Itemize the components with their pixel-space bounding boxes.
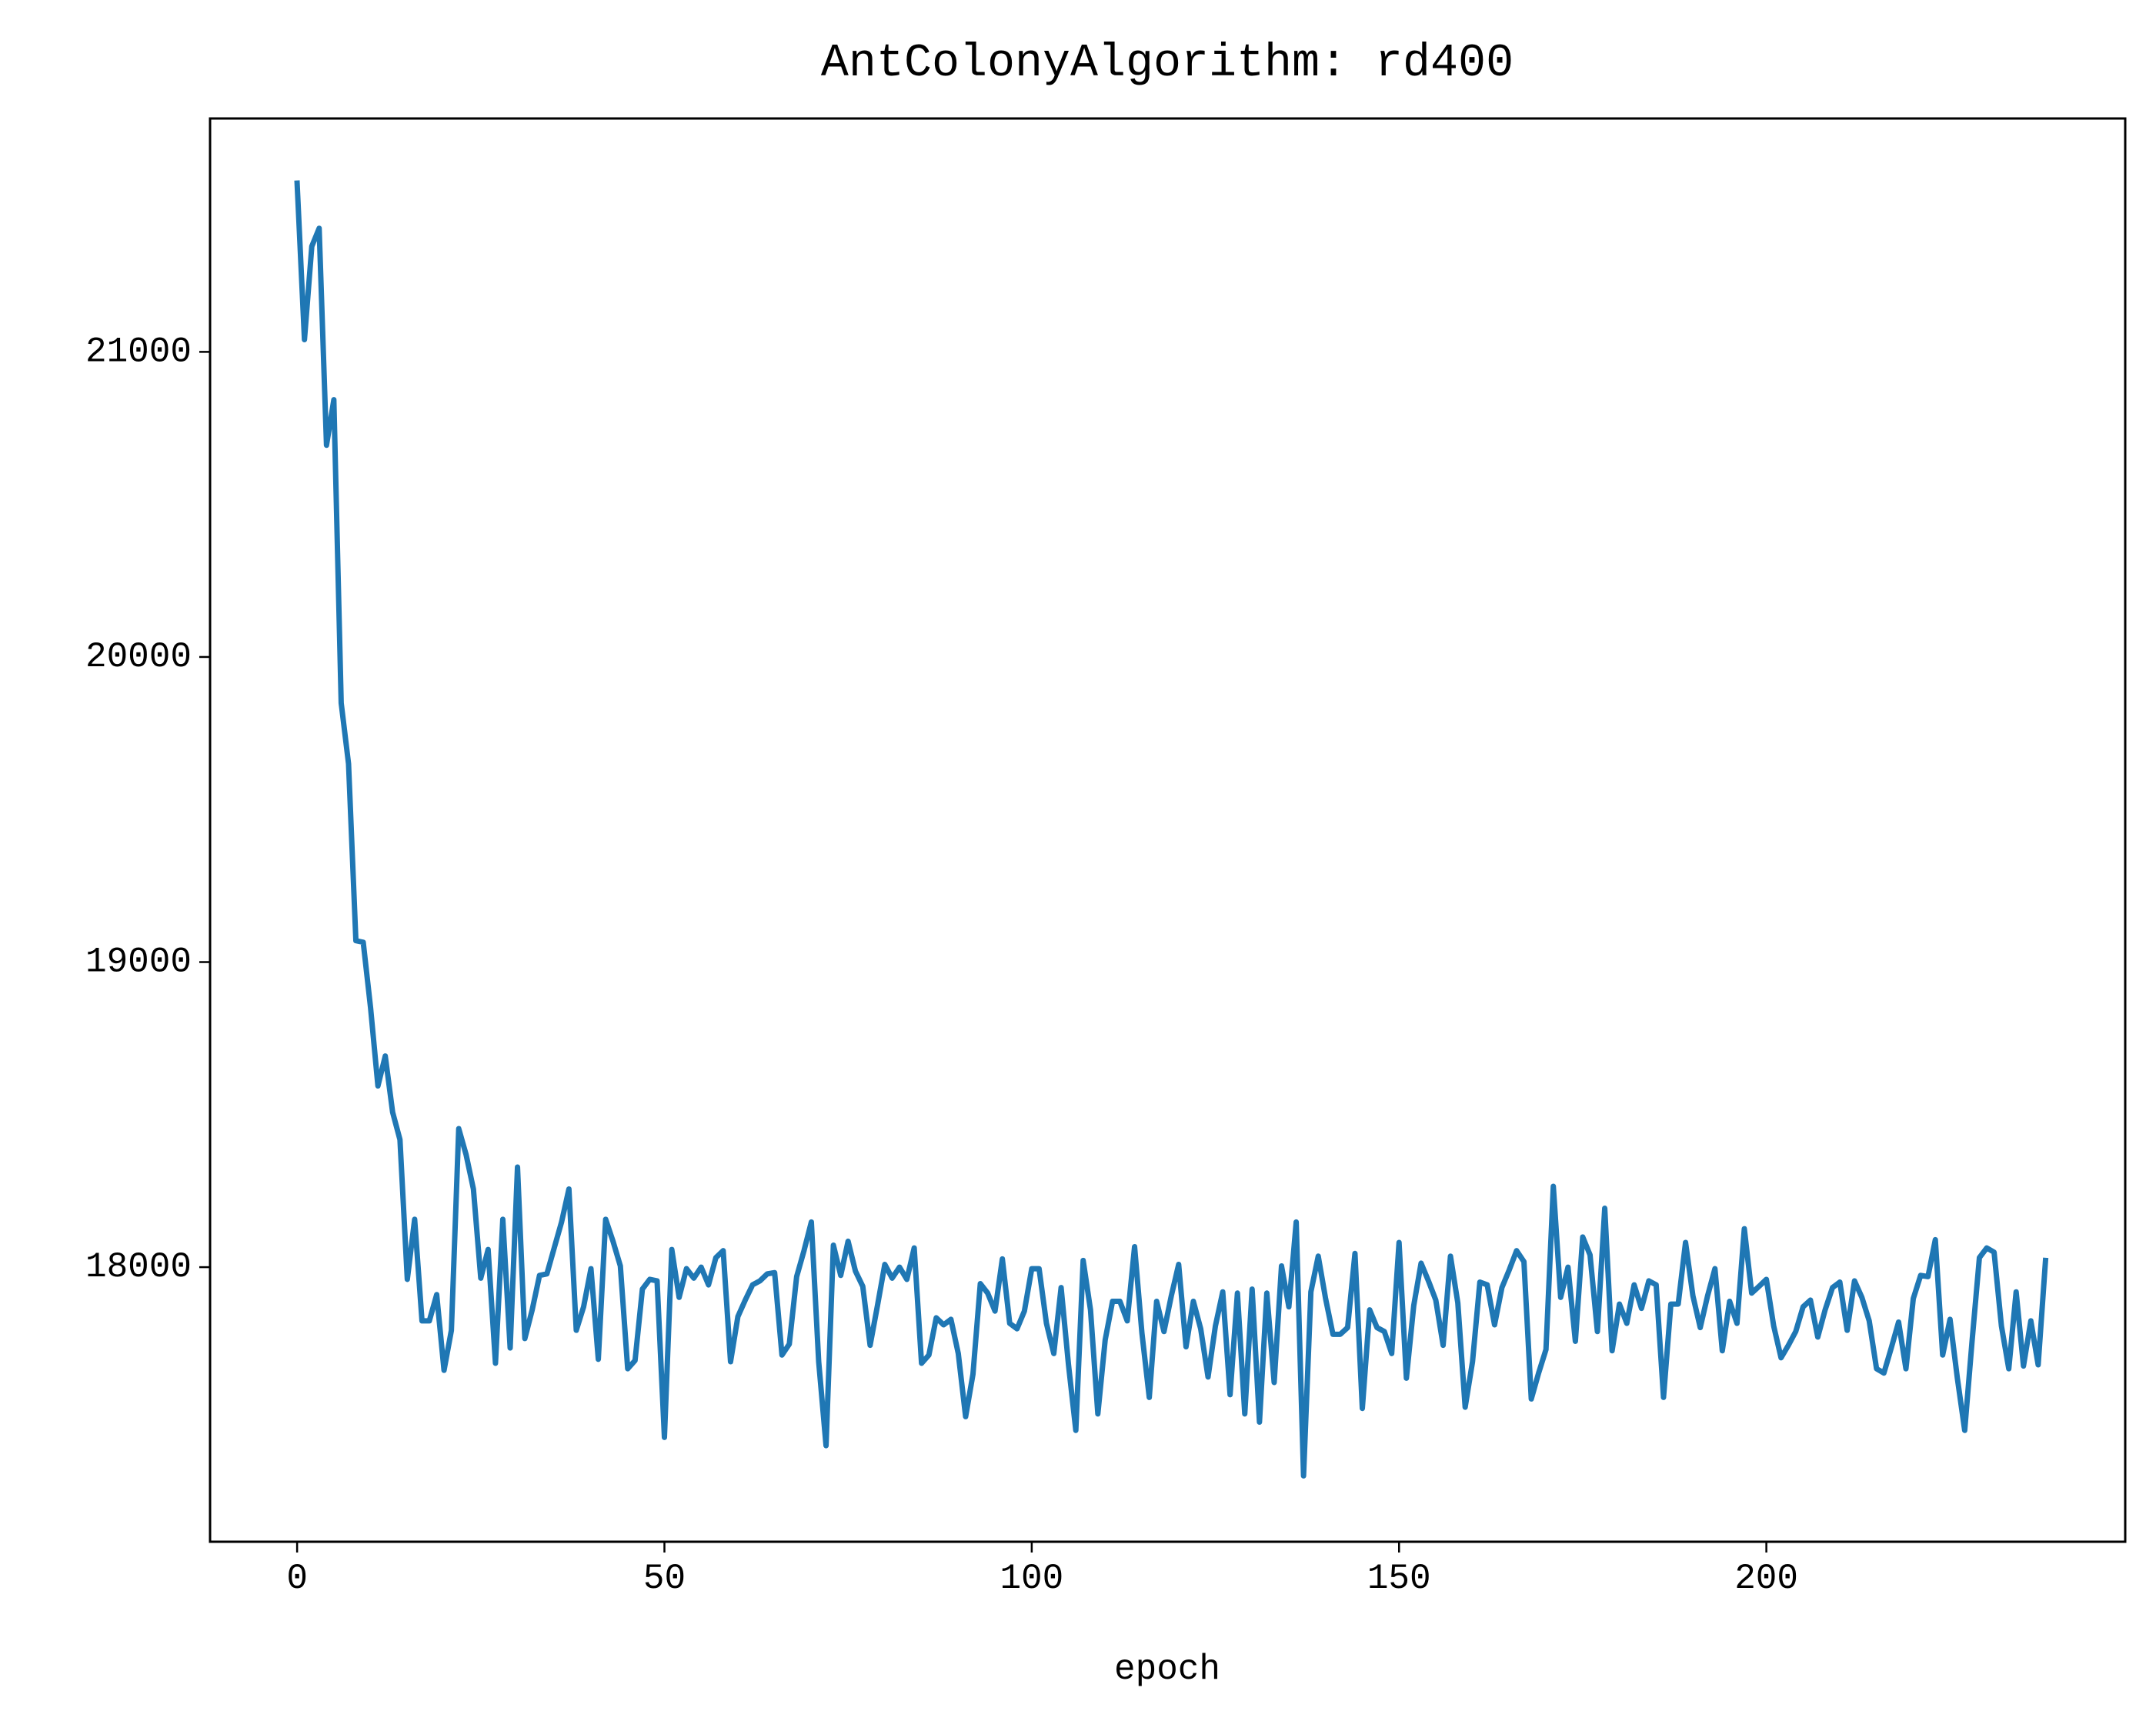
y-tick-label: 19000 (85, 942, 192, 982)
y-tick-label: 18000 (85, 1247, 192, 1287)
x-axis-label: epoch (1114, 1649, 1220, 1689)
x-tick-label: 50 (643, 1559, 686, 1599)
y-tick-label: 20000 (85, 637, 192, 677)
y-tick-label: 21000 (85, 332, 192, 372)
plot-frame (209, 117, 2127, 1543)
line-series (294, 180, 2049, 1479)
x-tick-label: 150 (1367, 1559, 1431, 1599)
x-tick-label: 200 (1734, 1559, 1798, 1599)
x-tick-label: 100 (1000, 1559, 1063, 1599)
x-tick-label: 0 (286, 1559, 308, 1599)
chart-title: AntColonyAlgorithm: rd400 (821, 38, 1514, 90)
